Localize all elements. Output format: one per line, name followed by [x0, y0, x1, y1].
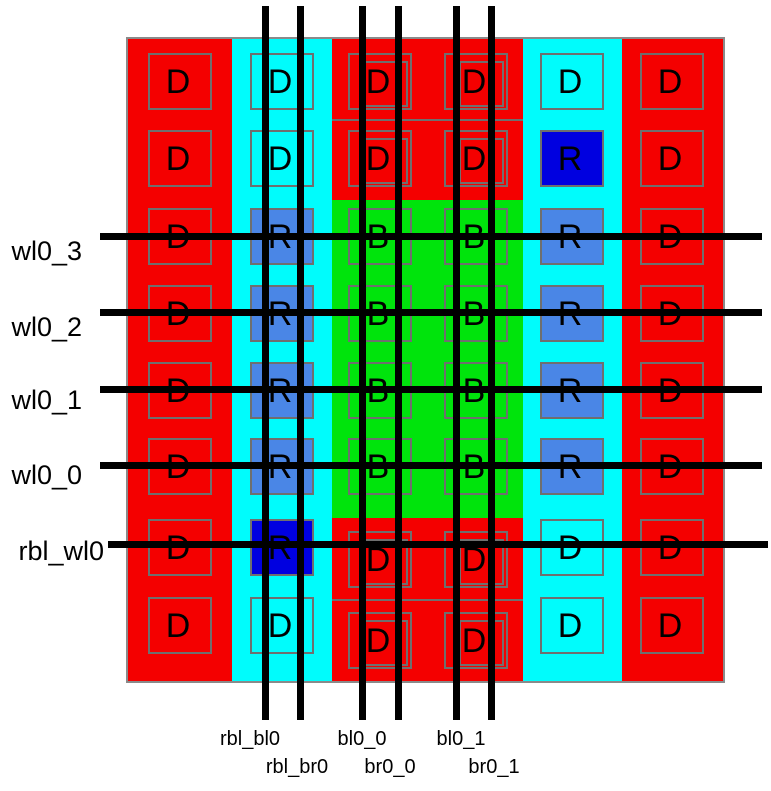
- dummy-row-boundary-1: [332, 599, 523, 601]
- cell-inner-outline: [459, 620, 504, 666]
- bitline-br0_0-trace: [395, 6, 402, 720]
- cell-dummy-col-left-row8: D: [148, 597, 212, 654]
- bitline-rbl_br0-trace: [297, 6, 304, 720]
- wordline-label-wl0_0: wl0_0: [11, 460, 82, 490]
- cell-letter: D: [365, 540, 391, 579]
- bitline-bl0_0-trace: [359, 6, 366, 720]
- cell-replica-col-left-row1: D: [250, 53, 314, 110]
- bitline-label-br0_1: br0_1: [468, 756, 520, 778]
- cell-replica-col-right-row8: D: [540, 597, 604, 654]
- cell-letter: D: [165, 139, 191, 178]
- cell-inner-outline: [459, 539, 504, 585]
- cell-letter: D: [267, 606, 293, 645]
- cell-dummy-col-right-row2: D: [640, 130, 704, 187]
- cell-inner-outline: [459, 138, 504, 184]
- cell-replica-col-right-row1: D: [540, 53, 604, 110]
- cell-letter: D: [165, 606, 191, 645]
- cell-bitcell-col-0-row8: D: [348, 612, 412, 669]
- cell-bitcell-col-0-row1: D: [348, 53, 412, 110]
- wordline-wl0_1-trace: [100, 386, 762, 393]
- cell-letter: D: [165, 62, 191, 101]
- cell-letter: D: [557, 62, 583, 101]
- wordline-label-rbl_wl0: rbl_wl0: [18, 536, 104, 566]
- bitline-rbl_bl0-trace: [262, 6, 269, 720]
- cell-letter: D: [365, 139, 391, 178]
- bitline-label-bl0_1: bl0_1: [436, 728, 486, 750]
- bitline-bl0_1-trace: [453, 6, 460, 720]
- dummy-row-boundary-0: [332, 119, 523, 121]
- bitline-label-br0_0: br0_0: [364, 756, 416, 778]
- cell-letter: D: [657, 62, 683, 101]
- cell-inner-outline: [459, 61, 504, 107]
- cell-bitcell-col-1-row2: D: [444, 130, 508, 187]
- cell-dummy-col-left-row1: D: [148, 53, 212, 110]
- wordline-label-wl0_3: wl0_3: [11, 236, 82, 266]
- cell-letter: D: [461, 62, 487, 101]
- cell-letter: D: [657, 606, 683, 645]
- cell-letter: D: [557, 606, 583, 645]
- cell-replica-col-left-row8: D: [250, 597, 314, 654]
- wordline-wl0_3-trace: [100, 233, 762, 240]
- cell-letter: D: [365, 62, 391, 101]
- cell-letter: D: [267, 62, 293, 101]
- cell-letter: R: [557, 139, 583, 178]
- wordline-wl0_2-trace: [100, 309, 762, 316]
- bitcell-array-region: DDDDDDDDDDRRRRRDDDBBBBDDDDBBBBDDDRRRRRDD…: [126, 37, 725, 683]
- cell-letter: D: [461, 540, 487, 579]
- wordline-label-wl0_2: wl0_2: [11, 312, 82, 342]
- cell-bitcell-col-0-row2: D: [348, 130, 412, 187]
- cell-letter: D: [461, 621, 487, 660]
- cell-letter: D: [657, 139, 683, 178]
- cell-dummy-col-left-row2: D: [148, 130, 212, 187]
- bitline-label-bl0_0: bl0_0: [337, 728, 387, 750]
- bitline-label-rbl_br0: rbl_br0: [265, 756, 329, 778]
- cell-letter: D: [365, 621, 391, 660]
- bitline-label-rbl_bl0: rbl_bl0: [219, 728, 281, 750]
- cell-replica-col-left-row2: D: [250, 130, 314, 187]
- wordline-label-wl0_1: wl0_1: [11, 385, 82, 415]
- cell-letter: D: [461, 139, 487, 178]
- cell-dummy-col-right-row8: D: [640, 597, 704, 654]
- cell-letter: D: [267, 139, 293, 178]
- cell-dummy-col-right-row1: D: [640, 53, 704, 110]
- cell-bitcell-col-0-row7: D: [348, 531, 412, 588]
- bitline-br0_1-trace: [488, 6, 495, 720]
- wordline-wl0_0-trace: [100, 462, 762, 469]
- wordline-rbl_wl0-trace: [108, 541, 768, 548]
- cell-replica-col-right-row2: R: [540, 130, 604, 187]
